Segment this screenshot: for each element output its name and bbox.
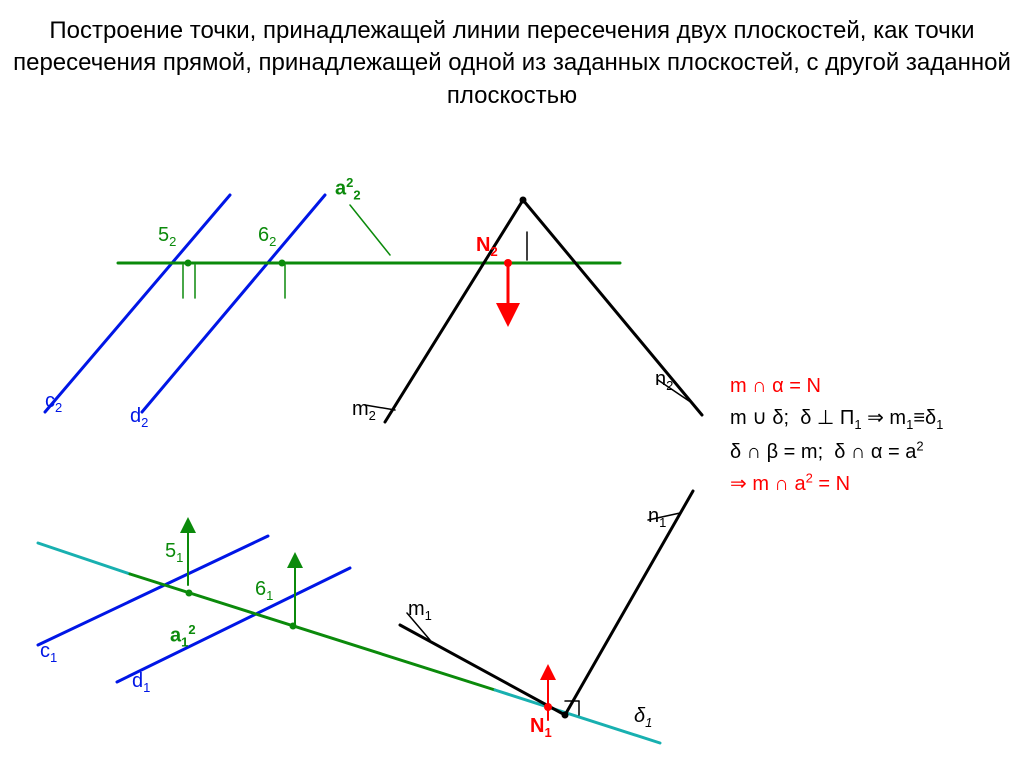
label-d2: d2 bbox=[130, 405, 148, 430]
label-n2: n2 bbox=[655, 368, 673, 393]
label-c2: c2 bbox=[45, 390, 62, 415]
label-p6_2: 62 bbox=[258, 224, 276, 249]
label-N2: N2 bbox=[476, 234, 498, 259]
label-m1: m1 bbox=[408, 598, 432, 623]
label-p5_1: 51 bbox=[165, 540, 183, 565]
formula-line-3: ⇒ m ∩ a2 = N bbox=[730, 468, 943, 500]
formula-line-2: δ ∩ β = m; δ ∩ α = a2 bbox=[730, 436, 943, 468]
label-m2: m2 bbox=[352, 398, 376, 423]
label-a2_top: a22 bbox=[335, 175, 361, 203]
label-p5_2: 52 bbox=[158, 224, 176, 249]
formula-line-0: m ∩ α = N bbox=[730, 370, 943, 402]
formula-block: m ∩ α = Nm ∪ δ; δ ⊥ Π1 ⇒ m1≡δ1δ ∩ β = m;… bbox=[730, 370, 943, 500]
formula-line-1: m ∪ δ; δ ⊥ Π1 ⇒ m1≡δ1 bbox=[730, 402, 943, 436]
label-N1: N1 bbox=[530, 715, 552, 740]
label-c1: c1 bbox=[40, 640, 57, 665]
label-d1: d1 bbox=[132, 670, 150, 695]
label-delta1: δ1 bbox=[634, 705, 652, 730]
label-p6_1: 61 bbox=[255, 578, 273, 603]
label-n1: n1 bbox=[648, 505, 666, 530]
label-a1_bot: a12 bbox=[170, 622, 196, 650]
